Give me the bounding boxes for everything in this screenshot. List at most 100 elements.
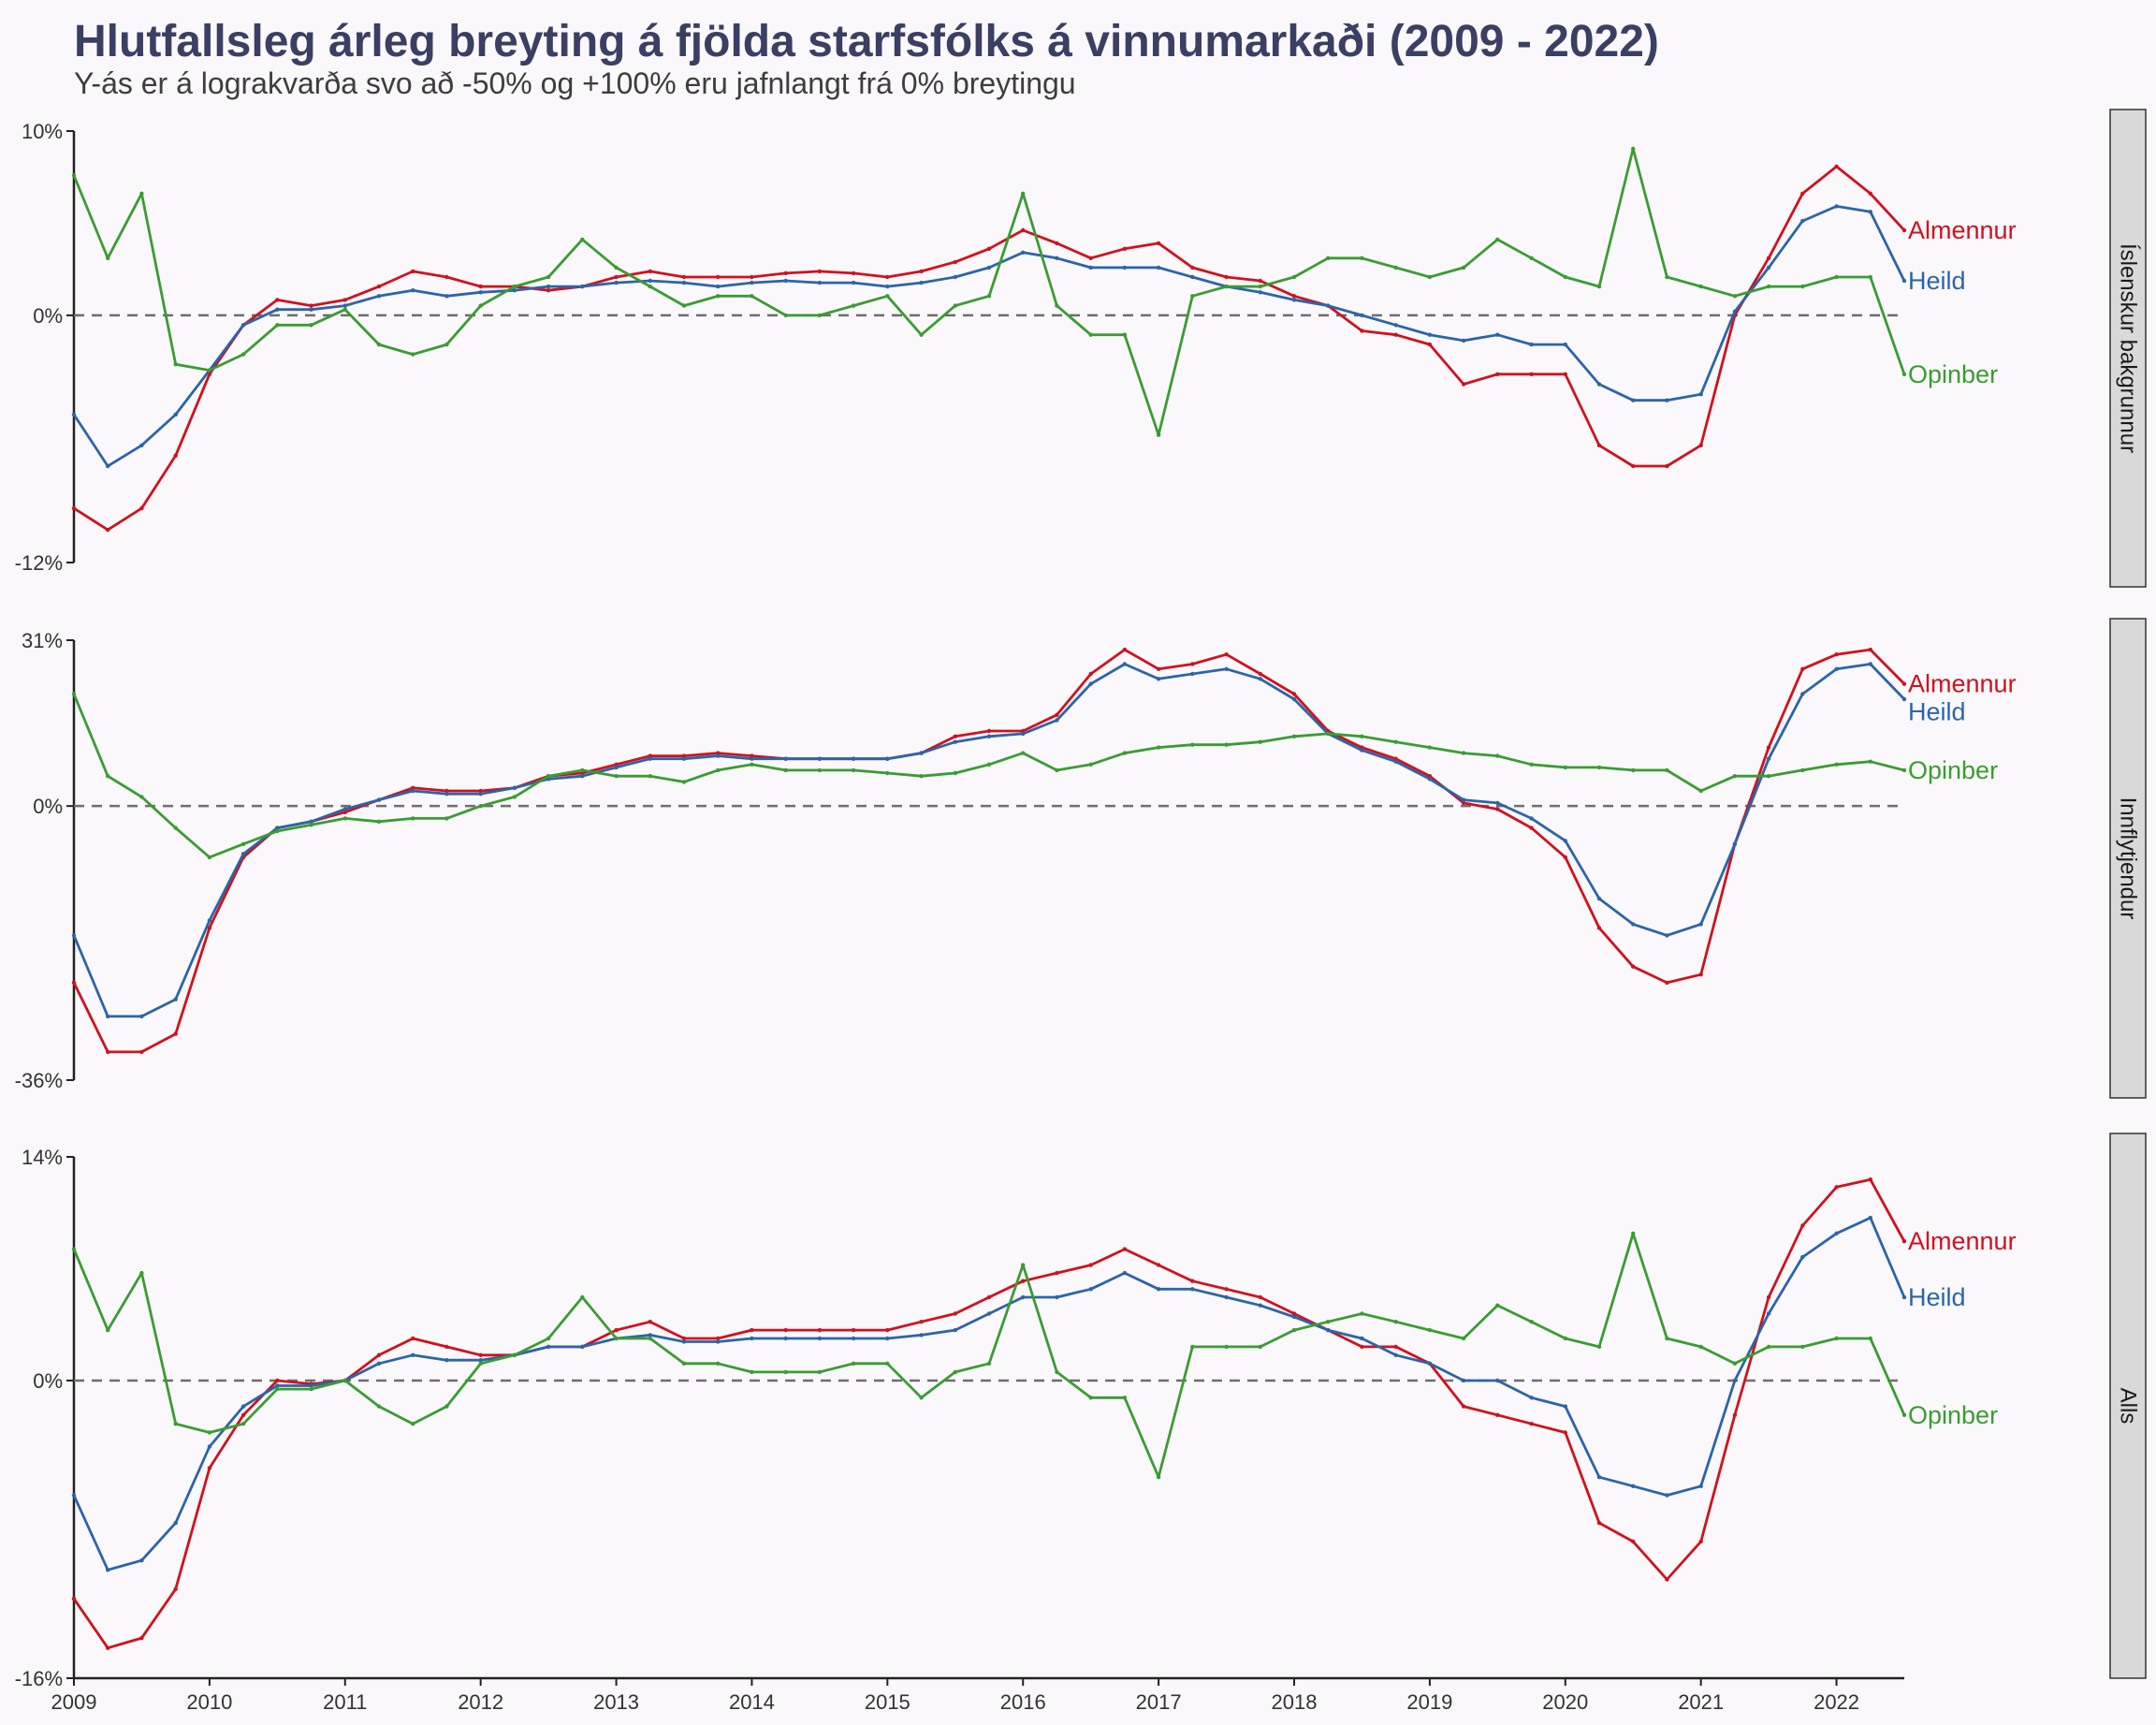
data-point-opinber xyxy=(1291,1327,1297,1333)
x-tick-label: 2010 xyxy=(186,1690,232,1714)
data-point-opinber xyxy=(1563,1336,1568,1341)
data-point-opinber xyxy=(376,342,382,347)
data-point-opinber xyxy=(376,1404,382,1409)
data-point-heild xyxy=(71,1493,77,1498)
data-point-opinber xyxy=(1529,1320,1534,1324)
data-point-opinber xyxy=(1766,1344,1771,1350)
data-point-almennur xyxy=(71,980,77,986)
data-point-heild xyxy=(444,294,449,299)
data-point-almennur xyxy=(1021,1279,1026,1283)
data-point-heild xyxy=(614,280,619,285)
data-point-opinber xyxy=(1190,294,1195,299)
y-tick-label: -16% xyxy=(15,1667,63,1690)
data-point-heild xyxy=(716,284,721,289)
data-point-almennur xyxy=(1596,443,1602,447)
data-point-heild xyxy=(71,412,77,417)
data-point-almennur xyxy=(1088,256,1093,260)
data-point-opinber xyxy=(173,362,178,367)
data-point-opinber xyxy=(1596,1344,1602,1350)
data-point-heild xyxy=(851,756,856,761)
data-point-heild xyxy=(1190,671,1195,677)
series-end-label-opinber: Opinber xyxy=(1908,756,1998,784)
data-point-heild xyxy=(478,792,483,797)
data-point-heild xyxy=(1393,323,1398,328)
series-end-label-opinber: Opinber xyxy=(1908,360,1998,388)
data-point-opinber xyxy=(309,323,313,328)
data-point-almennur xyxy=(1563,1430,1568,1435)
data-point-heild xyxy=(139,443,144,447)
data-point-opinber xyxy=(783,767,788,773)
data-point-heild xyxy=(1156,1287,1161,1292)
data-point-heild xyxy=(1529,816,1534,821)
data-point-almennur xyxy=(1291,294,1297,299)
data-point-heild xyxy=(1732,1378,1738,1383)
data-point-heild xyxy=(1529,342,1534,347)
data-point-heild xyxy=(1122,265,1128,270)
data-point-heild xyxy=(716,753,721,758)
series-end-label-almennur: Almennur xyxy=(1908,216,2017,244)
data-point-opinber xyxy=(1224,284,1229,289)
data-point-heild xyxy=(953,1327,957,1333)
data-point-opinber xyxy=(1055,767,1059,773)
data-point-opinber xyxy=(1461,1336,1466,1341)
data-point-almennur xyxy=(580,770,585,776)
data-point-almennur xyxy=(1258,278,1263,284)
data-point-opinber xyxy=(1665,1336,1669,1341)
data-point-almennur xyxy=(1291,1311,1297,1316)
data-point-opinber xyxy=(1665,767,1669,773)
data-point-opinber xyxy=(342,307,347,312)
data-point-opinber xyxy=(512,795,517,799)
data-point-heild xyxy=(1224,666,1229,671)
data-point-heild xyxy=(1834,1231,1839,1236)
x-tick-label: 2021 xyxy=(1678,1690,1724,1714)
data-point-almennur xyxy=(240,1412,246,1418)
data-point-opinber xyxy=(1088,762,1093,767)
x-tick-label: 2019 xyxy=(1406,1690,1452,1714)
data-point-heild xyxy=(1631,398,1636,402)
data-point-almennur xyxy=(1834,652,1839,657)
data-point-opinber xyxy=(1156,745,1161,750)
data-point-heild xyxy=(986,265,992,270)
data-point-almennur xyxy=(275,298,280,302)
data-point-heild xyxy=(411,288,415,293)
data-point-almennur xyxy=(1868,647,1873,652)
data-point-almennur xyxy=(207,926,212,930)
data-point-heild xyxy=(106,463,110,469)
data-point-heild xyxy=(309,819,313,824)
data-point-heild xyxy=(546,284,551,289)
data-point-opinber xyxy=(986,294,992,299)
data-point-almennur xyxy=(1800,666,1805,671)
data-point-opinber xyxy=(139,191,144,196)
data-point-heild xyxy=(139,1558,144,1563)
data-point-almennur xyxy=(139,505,144,511)
data-point-almennur xyxy=(1631,1539,1636,1544)
data-point-opinber xyxy=(1021,751,1026,755)
data-point-almennur xyxy=(1088,1263,1093,1267)
x-tick-label: 2018 xyxy=(1272,1690,1318,1714)
data-point-opinber xyxy=(580,237,585,242)
y-tick-label: 10% xyxy=(22,120,63,143)
data-point-heild xyxy=(1258,1303,1263,1308)
data-point-opinber xyxy=(1800,767,1805,773)
data-point-heild xyxy=(1834,666,1839,671)
data-point-opinber xyxy=(817,767,823,773)
data-point-opinber xyxy=(1055,303,1059,308)
data-point-almennur xyxy=(817,1327,823,1333)
data-point-almennur xyxy=(478,284,483,289)
series-end-label-almennur: Almennur xyxy=(1908,1227,2017,1255)
data-point-almennur xyxy=(1766,256,1771,260)
data-point-opinber xyxy=(919,1396,924,1400)
y-tick-label: 31% xyxy=(22,629,63,652)
data-point-almennur xyxy=(1495,1412,1500,1418)
data-point-almennur xyxy=(1360,329,1364,333)
data-point-heild xyxy=(207,918,212,923)
data-point-almennur xyxy=(1360,1344,1364,1350)
data-point-opinber xyxy=(173,1422,178,1426)
data-point-heild xyxy=(1291,298,1297,302)
data-point-opinber xyxy=(1732,1361,1738,1367)
data-point-almennur xyxy=(1596,1520,1602,1526)
data-point-heild xyxy=(1596,382,1602,387)
data-point-almennur xyxy=(1393,332,1398,337)
data-point-almennur xyxy=(953,734,957,738)
